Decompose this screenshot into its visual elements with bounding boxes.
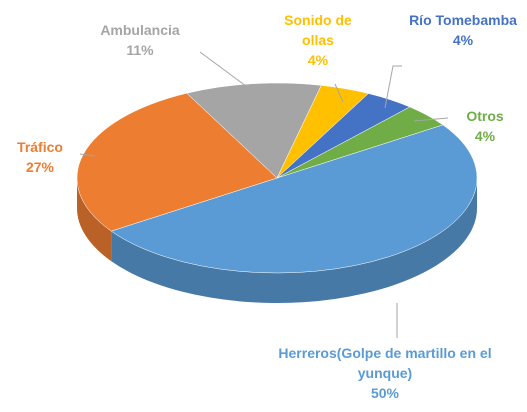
category-label: Sonido de ollas [284,12,352,48]
value-label: 4% [452,32,474,48]
slice-side-shade [111,178,478,304]
slice-side-shade [77,178,112,262]
leader-line [413,117,449,122]
category-label: Herreros(Golpe de martillo en el yunque) [278,345,492,381]
category-label: Ambulancia [100,22,180,38]
slice-side [111,178,478,304]
value-label: 4% [474,128,496,144]
value-label: 27% [25,159,55,175]
category-label: Otros [466,108,504,124]
data-label: Tráfico 27% [0,137,80,177]
data-label: Ambulancia 11% [80,20,200,60]
slice [110,124,478,274]
slice [276,106,444,179]
leader-line [384,65,402,109]
slice [186,82,322,179]
leader-line [199,51,263,99]
data-label: Herreros(Golpe de martillo en el yunque)… [265,343,505,403]
slice-side [77,178,112,262]
leader-line [79,153,96,157]
value-label: 4% [307,52,329,68]
leader-line [334,83,344,103]
data-label: Otros 4% [445,106,525,146]
data-label: Sonido de ollas 4% [268,10,368,70]
category-label: Río Tomebamba [409,12,517,28]
value-label: 11% [126,42,154,58]
category-label: Tráfico [17,139,63,155]
data-label: Río Tomebamba 4% [408,10,518,50]
value-label: 50% [370,385,400,401]
